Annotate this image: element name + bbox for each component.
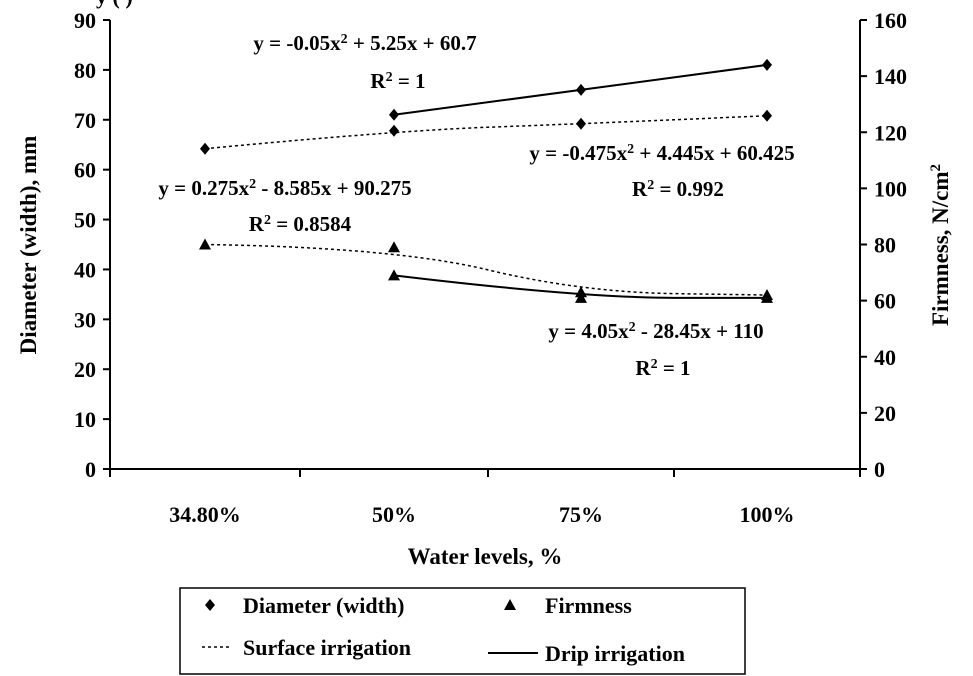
marker-diameter-drip: [762, 58, 772, 71]
legend-label-firmness: Firmness: [545, 593, 632, 618]
y2-axis-title-sup: 2: [928, 164, 944, 172]
series-line-diameter-surface: [204, 115, 768, 150]
series-line-firmness-surface: [204, 243, 768, 296]
left-tick-label: 10: [74, 407, 96, 432]
marker-firmness-surface: [199, 238, 211, 250]
annotation-eq-surface-diameter: y = -0.475x2 + 4.445x + 60.425: [529, 141, 794, 165]
marker-firmness-drip: [575, 291, 587, 303]
legend-diamond-marker: [205, 599, 215, 611]
legend-label-drip: Drip irrigation: [545, 641, 685, 666]
legend-label-surface: Surface irrigation: [243, 635, 411, 660]
left-tick-label: 0: [85, 457, 96, 482]
legend-box: [179, 587, 746, 675]
x-axis-title: Water levels, %: [408, 544, 563, 569]
legend-label-diameter: Diameter (width): [243, 593, 405, 618]
series-markers: [199, 58, 773, 303]
axes: [109, 20, 861, 470]
marker-diameter-surface: [389, 124, 399, 137]
marker-diameter-drip: [576, 83, 586, 96]
marker-diameter-surface: [762, 109, 772, 122]
left-tick-label: 60: [74, 158, 96, 183]
x-tick-label: 100%: [740, 502, 795, 527]
x-tick-label: 34.80%: [169, 502, 241, 527]
x-tick-label: 75%: [559, 502, 603, 527]
left-tick-label: 30: [74, 307, 96, 332]
left-tick-label: 50: [74, 208, 96, 233]
left-tick-label: 90: [74, 8, 96, 33]
right-tick-label: 140: [874, 64, 907, 89]
annotation-eq-surface-firmness: y = 0.275x2 - 8.585x + 90.275: [158, 176, 411, 200]
trendline-annotations: y = -0.05x2 + 5.25x + 60.7 R2 = 1 y = -0…: [158, 31, 794, 380]
annotation-r2-drip-diameter: R2 = 1: [370, 69, 425, 93]
left-tick-label: 80: [74, 58, 96, 83]
y-axis-title: Diameter (width), mm: [16, 136, 41, 355]
right-tick-label: 40: [874, 345, 896, 370]
right-tick-label: 100: [874, 176, 907, 201]
right-tick-label: 60: [874, 289, 896, 314]
top-text-fragment: y ( ): [96, 0, 133, 9]
left-tick-label: 40: [74, 257, 96, 282]
annotation-eq-drip-diameter: y = -0.05x2 + 5.25x + 60.7: [253, 31, 476, 55]
annotation-r2-surface-diameter: R2 = 0.992: [632, 177, 724, 201]
x-tick-label: 50%: [372, 502, 416, 527]
series-line-diameter-drip: [393, 63, 768, 116]
right-tick-label: 120: [874, 120, 907, 145]
annotation-eq-drip-firmness: y = 4.05x2 - 28.45x + 110: [548, 319, 763, 343]
right-tick-label: 160: [874, 8, 907, 33]
marker-firmness-surface: [575, 286, 587, 298]
marker-firmness-drip: [388, 269, 400, 281]
annotation-r2-surface-firmness: R2 = 0.8584: [249, 212, 352, 236]
series-lines: [204, 63, 768, 299]
left-axis-ticks: 0 10 20 30 40 50 60 70 80 90: [74, 8, 110, 482]
marker-firmness-drip: [761, 291, 773, 303]
legend-triangle-marker: [504, 599, 516, 610]
marker-diameter-drip: [389, 108, 399, 121]
right-tick-label: 80: [874, 233, 896, 258]
annotation-r2-drip-firmness: R2 = 1: [635, 356, 690, 380]
right-tick-label: 20: [874, 401, 896, 426]
left-tick-label: 20: [74, 357, 96, 382]
marker-diameter-surface: [576, 117, 586, 130]
y2-axis-title: Firmness, N/cm2: [928, 164, 953, 326]
left-tick-label: 70: [74, 108, 96, 133]
series-line-firmness-drip: [393, 274, 767, 299]
right-axis-ticks: 0 20 40 60 80 100 120 140 160: [860, 8, 907, 482]
legend: Diameter (width) Firmness Surface irriga…: [179, 587, 746, 675]
marker-diameter-surface: [200, 142, 210, 155]
right-tick-label: 0: [874, 457, 885, 482]
x-axis-ticks: 34.80% 50% 75% 100%: [109, 469, 861, 527]
y2-axis-title-text: Firmness, N/cm: [928, 171, 953, 326]
marker-firmness-surface: [388, 241, 400, 253]
